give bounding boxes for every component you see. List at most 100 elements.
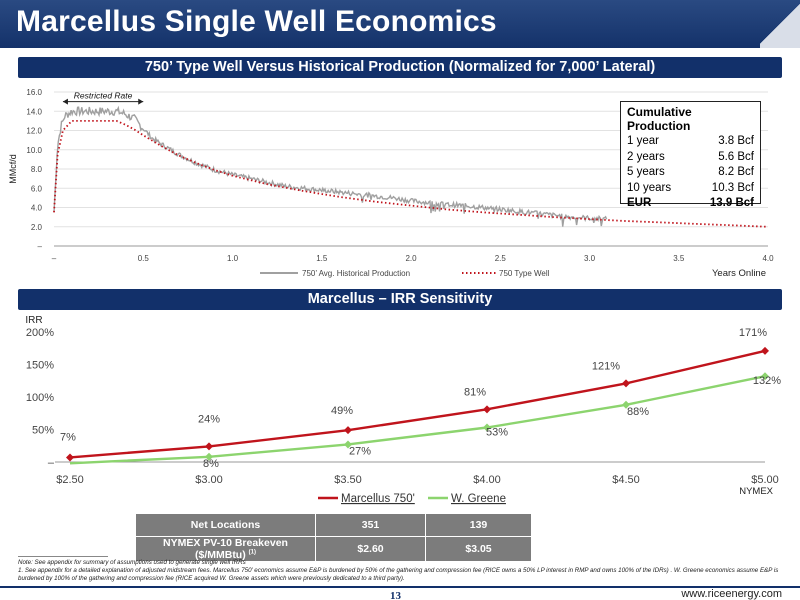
cumulative-label: 10 years bbox=[627, 181, 672, 194]
series-wgreene-line bbox=[69, 375, 766, 465]
locations-table: Net Locations 351 139 NYMEX PV-10 Breake… bbox=[135, 513, 532, 562]
data-label-marcellus: 81% bbox=[464, 386, 486, 398]
table-cell-wgreene: 139 bbox=[425, 513, 532, 537]
table-cell-marcellus: $2.60 bbox=[315, 536, 426, 562]
y-tick-label: 150% bbox=[26, 360, 54, 372]
cumulative-production-title: Cumulative Production bbox=[627, 105, 692, 133]
x-axis-title: Years Online bbox=[712, 268, 766, 279]
y-tick-label: 6.0 bbox=[31, 184, 43, 193]
cumulative-label: 5 years bbox=[627, 166, 665, 179]
data-label-marcellus: 49% bbox=[331, 405, 353, 417]
data-point-marcellus bbox=[761, 346, 769, 355]
x-tick-label: 1.0 bbox=[227, 254, 239, 263]
production-section-title: 750’ Type Well Versus Historical Product… bbox=[18, 57, 782, 78]
y-tick-label: – bbox=[48, 457, 55, 469]
cumulative-row-2yr: 2 years 5.6 Bcf bbox=[627, 150, 754, 166]
x-tick-label: 3.0 bbox=[584, 254, 596, 263]
data-label-marcellus: 171% bbox=[739, 327, 767, 339]
irr-chart: – 50% 100% 150% 200%IRR $2.50 $3.00 $3.50 $4.00 $… bbox=[25, 315, 781, 505]
x-tick-label: $2.50 bbox=[56, 474, 84, 486]
data-point-marcellus bbox=[483, 405, 491, 414]
table-row: NYMEX PV-10 Breakeven ($/MMBtu) (1) $2.6… bbox=[135, 536, 532, 562]
y-tick-label: – bbox=[38, 242, 43, 251]
cumulative-value: 5.6 Bcf bbox=[718, 150, 754, 163]
y-tick-label: 200% bbox=[26, 327, 54, 339]
data-label-marcellus: 7% bbox=[60, 431, 76, 443]
x-tick-label: $4.50 bbox=[612, 474, 640, 486]
annotation-arrowhead-right bbox=[138, 98, 144, 105]
cumulative-label: 1 year bbox=[627, 135, 659, 147]
cumulative-label: EUR bbox=[627, 197, 652, 210]
footnote-divider bbox=[18, 556, 108, 557]
y-tick-label: 2.0 bbox=[31, 223, 43, 232]
cumulative-production-box: Cumulative Production 1 year 3.8 Bcf 2 ye… bbox=[620, 101, 761, 209]
x-axis-title: NYMEX bbox=[739, 486, 773, 497]
y-tick-label: 100% bbox=[26, 392, 54, 404]
y-tick-label: 12.0 bbox=[26, 127, 42, 136]
table-cell-label: Net Locations bbox=[135, 513, 316, 537]
x-tick-label: – bbox=[52, 254, 57, 263]
data-label-wgreene: 88% bbox=[627, 406, 649, 418]
data-point-wgreene bbox=[761, 372, 769, 381]
y-axis-title: IRR bbox=[25, 315, 42, 326]
cumulative-row-10yr: 10 years 10.3 Bcf bbox=[627, 181, 754, 197]
cumulative-row-eur: EUR 13.9 Bcf bbox=[627, 196, 754, 212]
y-axis-title: MMcf/d bbox=[8, 154, 18, 184]
x-tick-label: 0.5 bbox=[138, 254, 150, 263]
data-point-wgreene bbox=[205, 452, 213, 461]
cumulative-value: 8.2 Bcf bbox=[718, 166, 754, 179]
cumulative-value: 10.3 Bcf bbox=[711, 181, 754, 194]
table-cell-wgreene: $3.05 bbox=[425, 536, 532, 562]
legend-historical-label: 750’ Avg. Historical Production bbox=[302, 269, 410, 278]
cumulative-label: 2 years bbox=[627, 150, 665, 163]
table-cell-label: NYMEX PV-10 Breakeven ($/MMBtu) (1) bbox=[135, 536, 316, 562]
x-tick-label: 2.5 bbox=[495, 254, 507, 263]
x-tick-label: $4.00 bbox=[473, 474, 501, 486]
header-bar: Marcellus Single Well Economics bbox=[0, 0, 800, 48]
x-tick-label: 1.5 bbox=[316, 254, 328, 263]
x-tick-label: $3.00 bbox=[195, 474, 223, 486]
table-row: Net Locations 351 139 bbox=[135, 513, 532, 537]
data-label-wgreene: 132% bbox=[753, 375, 781, 387]
footnote-note: Note: See appendix for summary of assump… bbox=[18, 559, 246, 566]
data-point-marcellus bbox=[622, 379, 630, 388]
y-tick-label: 4.0 bbox=[31, 204, 43, 213]
annotation-label: Restricted Rate bbox=[74, 91, 133, 101]
x-tick-label: $3.50 bbox=[334, 474, 362, 486]
header-swoosh bbox=[760, 0, 800, 48]
footnote-ref: (1) bbox=[248, 549, 256, 556]
data-label-wgreene: 27% bbox=[349, 445, 371, 457]
series-historical-line bbox=[53, 105, 608, 227]
x-tick-label: 2.0 bbox=[405, 254, 417, 263]
website-link[interactable]: www.riceenergy.com bbox=[681, 588, 782, 600]
data-label-wgreene: 53% bbox=[486, 427, 508, 439]
y-tick-label: 50% bbox=[32, 425, 54, 437]
cumulative-value: 3.8 Bcf bbox=[718, 135, 754, 147]
data-point-marcellus bbox=[205, 442, 213, 451]
series-marcellus-line bbox=[69, 349, 766, 459]
data-label-marcellus: 24% bbox=[198, 413, 220, 425]
series-type-well-line bbox=[53, 120, 769, 228]
y-tick-label: 10.0 bbox=[26, 146, 42, 155]
x-tick-label: $5.00 bbox=[751, 474, 779, 486]
page-title: Marcellus Single Well Economics bbox=[16, 5, 497, 38]
footnotes: Note: See appendix for summary of assump… bbox=[18, 559, 788, 583]
cumulative-row-5yr: 5 years 8.2 Bcf bbox=[627, 165, 754, 181]
legend-wgreene-label: W. Greene bbox=[451, 493, 506, 505]
cumulative-value: 13.9 Bcf bbox=[709, 197, 754, 210]
data-label-wgreene: 8% bbox=[203, 458, 219, 470]
footer-divider bbox=[0, 586, 800, 588]
page-number: 13 bbox=[390, 590, 401, 600]
legend-marcellus-label: Marcellus 750' bbox=[341, 493, 415, 505]
data-point-marcellus bbox=[344, 426, 352, 435]
table-cell-marcellus: 351 bbox=[315, 513, 426, 537]
data-point-wgreene bbox=[344, 440, 352, 449]
footnote-1: 1. See appendix for a detailed explanati… bbox=[18, 567, 779, 582]
y-tick-label: 14.0 bbox=[26, 107, 42, 116]
legend-type-well-label: 750 Type Well bbox=[499, 269, 550, 278]
x-tick-label: 4.0 bbox=[762, 254, 774, 263]
y-tick-label: 16.0 bbox=[26, 88, 42, 97]
irr-section-title: Marcellus – IRR Sensitivity bbox=[18, 289, 782, 310]
data-point-marcellus bbox=[66, 453, 74, 462]
